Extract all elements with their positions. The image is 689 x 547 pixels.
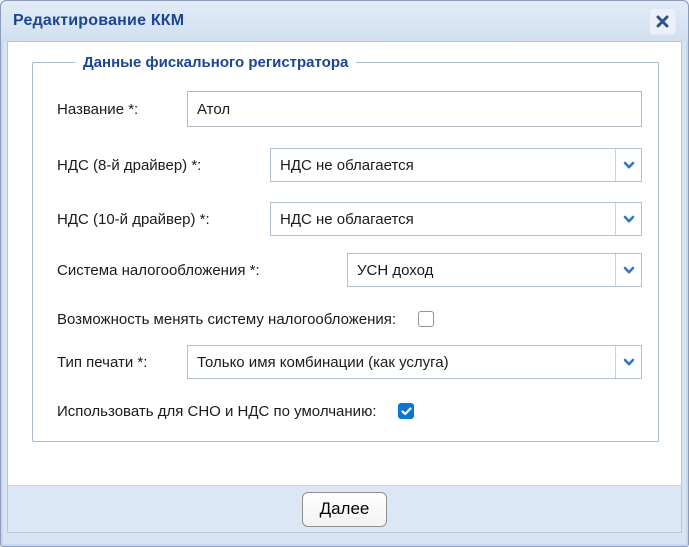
name-label: Название *:: [57, 100, 139, 118]
print-type-row: Тип печати *: Только имя комбинации (как…: [57, 345, 642, 379]
vat8-label: НДС (8-й драйвер) *:: [57, 156, 202, 174]
name-input[interactable]: [187, 91, 642, 127]
use-default-row: Использовать для СНО и НДС по умолчанию:: [57, 398, 642, 424]
tax-system-label: Система налогообложения *:: [57, 261, 260, 279]
close-icon: [656, 15, 669, 28]
dialog-titlebar: Редактирование ККМ: [1, 1, 688, 41]
vat8-selected-value: НДС не облагается: [280, 156, 414, 174]
print-type-select[interactable]: Только имя комбинации (как услуга): [187, 345, 642, 379]
tax-system-row: Система налогообложения *: УСН доход: [57, 253, 642, 287]
chevron-down-icon[interactable]: [615, 346, 641, 378]
dialog-body-panel: Данные фискального регистратора Название…: [7, 41, 682, 533]
change-tax-system-label: Возможность менять систему налогообложен…: [57, 310, 397, 328]
chevron-down-icon[interactable]: [615, 203, 641, 235]
chevron-down-icon[interactable]: [615, 254, 641, 286]
print-type-selected-value: Только имя комбинации (как услуга): [197, 353, 449, 371]
use-default-checkbox[interactable]: [398, 403, 415, 419]
change-tax-system-checkbox[interactable]: [418, 311, 435, 327]
print-type-label: Тип печати *:: [57, 353, 148, 371]
name-row: Название *:: [57, 91, 642, 127]
vat10-label: НДС (10-й драйвер) *:: [57, 210, 210, 228]
change-tax-system-row: Возможность менять систему налогообложен…: [57, 306, 642, 332]
vat10-selected-value: НДС не облагается: [280, 210, 414, 228]
tax-system-selected-value: УСН доход: [357, 261, 434, 279]
vat10-row: НДС (10-й драйвер) *: НДС не облагается: [57, 202, 642, 236]
chevron-down-icon[interactable]: [615, 149, 641, 181]
tax-system-select[interactable]: УСН доход: [347, 253, 642, 287]
next-button[interactable]: Далее: [301, 491, 388, 527]
fieldset-legend: Данные фискального регистратора: [83, 54, 349, 71]
use-default-label: Использовать для СНО и НДС по умолчанию:: [57, 402, 377, 420]
dialog-title: Редактирование ККМ: [13, 12, 185, 29]
fiscal-registrar-fieldset: Данные фискального регистратора Название…: [32, 54, 659, 442]
vat8-select[interactable]: НДС не облагается: [270, 148, 642, 182]
close-button[interactable]: [649, 8, 676, 35]
vat10-select[interactable]: НДС не облагается: [270, 202, 642, 236]
dialog-footer: Далее: [8, 485, 681, 532]
vat8-row: НДС (8-й драйвер) *: НДС не облагается: [57, 148, 642, 182]
